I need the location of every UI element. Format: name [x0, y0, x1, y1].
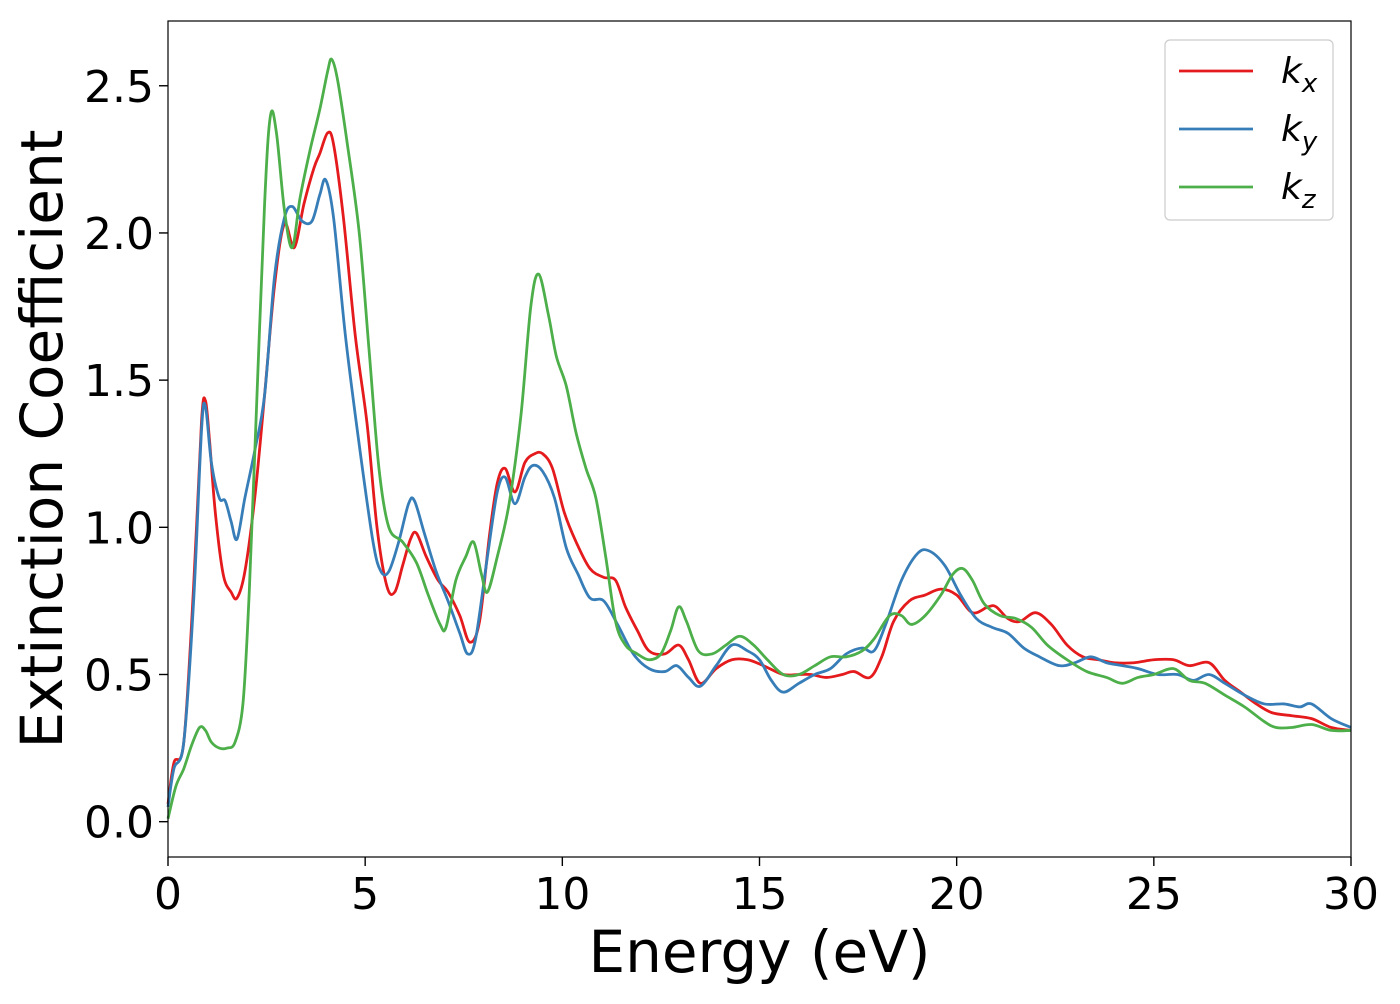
y-axis-label: Extinction Coefficient: [8, 130, 76, 749]
y-tick-label: 1.5: [84, 356, 154, 407]
series-line-kx: [166, 130, 1352, 805]
x-tick-label: 20: [929, 869, 985, 920]
x-tick-label: 0: [154, 869, 182, 920]
x-tick-label: 5: [351, 869, 379, 920]
x-axis-ticks: 0 5 10 15 20 25 30: [154, 857, 1379, 920]
x-axis-label: Energy (eV): [588, 918, 930, 986]
series-layer: [166, 57, 1352, 820]
y-tick-label: 1.0: [84, 503, 154, 554]
y-tick-label: 0.5: [84, 650, 154, 701]
y-tick-label: 2.0: [84, 209, 154, 260]
legend-label: kz: [1281, 167, 1317, 215]
x-tick-label: 10: [534, 869, 590, 920]
x-tick-label: 25: [1126, 869, 1182, 920]
series-line-ky: [166, 177, 1352, 808]
x-tick-label: 30: [1323, 869, 1379, 920]
series-line-kz: [166, 57, 1352, 820]
legend: kx ky kz: [1164, 39, 1334, 221]
legend-label: kx: [1281, 51, 1318, 99]
y-tick-label: 0.0: [84, 798, 154, 849]
y-axis-ticks: 0.0 0.5 1.0 1.5 2.0 2.5: [84, 62, 168, 849]
legend-label: ky: [1281, 109, 1318, 157]
y-tick-label: 2.5: [84, 62, 154, 113]
x-tick-label: 15: [732, 869, 788, 920]
